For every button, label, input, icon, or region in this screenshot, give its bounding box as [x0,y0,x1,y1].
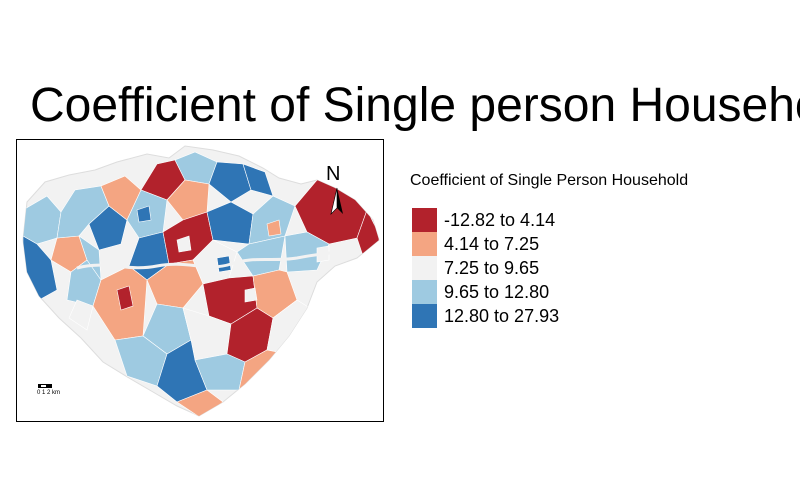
london-choropleth-map [22,145,380,417]
scale-bar-label: 0 1 2 km [37,390,61,396]
legend-title: Coefficient of Single Person Household [410,172,689,189]
map-panel [16,139,384,422]
legend-label: 7.25 to 9.65 [444,258,540,278]
legend-label: 4.14 to 7.25 [444,234,540,254]
map-title: Coefficient of Single person Household [30,79,800,132]
ward-regions [23,151,379,416]
north-arrow-icon [330,187,343,215]
legend-label: -12.82 to 4.14 [444,210,556,230]
legend-swatch [412,232,437,256]
north-arrow-label: N [326,163,341,185]
legend-swatch [412,280,437,304]
legend-swatch [412,208,437,232]
legend-label: 9.65 to 12.80 [444,282,550,302]
legend-swatch [412,304,437,328]
legend-swatch [412,256,437,280]
scale-bar [38,384,52,388]
legend-label: 12.80 to 27.93 [444,306,560,326]
thames-river [76,248,362,270]
